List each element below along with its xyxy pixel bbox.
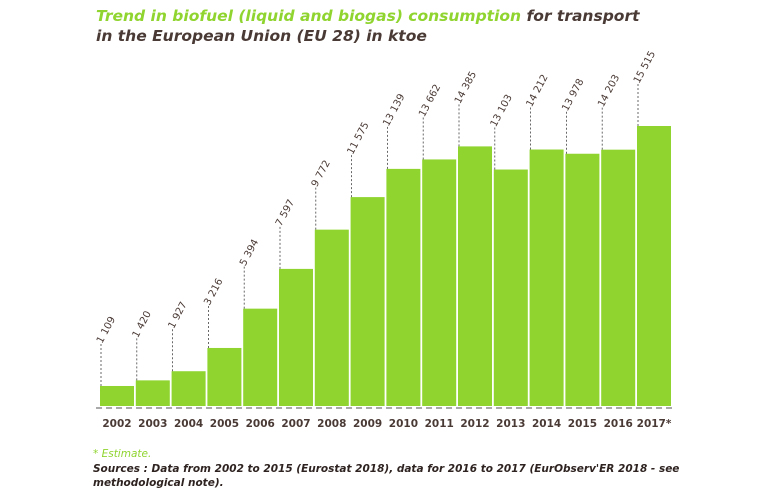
bar [100, 385, 134, 406]
value-label: 14 212 [525, 73, 551, 109]
value-label: 13 103 [489, 93, 515, 129]
bar [637, 126, 671, 406]
x-tick-label: 2002 [102, 418, 131, 430]
x-tick-label: 2012 [460, 418, 489, 430]
x-tick-label: 2011 [425, 418, 454, 430]
value-label: 14 203 [596, 73, 622, 109]
value-label: 1 109 [95, 315, 118, 345]
x-tick-label: 2009 [353, 418, 382, 430]
title-rest: for transport in the European Union (EU … [96, 7, 640, 45]
value-label: 9 772 [310, 159, 333, 189]
value-label: 13 662 [417, 83, 443, 119]
bar [422, 159, 457, 406]
bar [171, 371, 206, 406]
x-tick-label: 2017* [637, 418, 672, 430]
bar [565, 153, 600, 406]
value-label: 7 597 [274, 198, 297, 228]
x-tick-label: 2016 [604, 418, 633, 430]
x-tick-label: 2004 [174, 418, 203, 430]
value-label: 1 420 [131, 309, 154, 339]
x-tick-label: 2006 [246, 418, 275, 430]
value-label: 3 216 [202, 277, 225, 307]
bar [314, 229, 349, 406]
value-label: 13 978 [560, 77, 586, 113]
bar [135, 380, 170, 406]
x-tick-label: 2015 [568, 418, 597, 430]
value-label: 5 394 [238, 238, 261, 268]
title-highlight: Trend in biofuel (liquid and biogas) con… [96, 7, 522, 25]
bar [493, 169, 528, 406]
x-tick-label: 2014 [532, 418, 561, 430]
bar [350, 197, 385, 406]
x-tick-label: 2007 [281, 418, 310, 430]
bar [243, 308, 278, 406]
bar [279, 268, 313, 406]
x-tick-label: 2005 [210, 418, 239, 430]
bar [458, 146, 492, 406]
x-tick-label: 2013 [496, 418, 525, 430]
x-tick-label: 2010 [389, 418, 418, 430]
bar [529, 149, 564, 406]
value-label: 1 927 [167, 300, 190, 330]
value-label: 15 515 [632, 49, 658, 85]
x-tick-label: 2003 [138, 418, 167, 430]
bar-chart: 1 109 2002 1 420 2003 1 927 2004 3 216 2005 5 39… [95, 49, 675, 430]
value-label: 11 575 [346, 120, 372, 156]
value-label: 14 385 [453, 70, 479, 106]
bar [386, 168, 421, 406]
x-tick-label: 2008 [317, 418, 346, 430]
value-label: 13 139 [381, 92, 407, 128]
bar [601, 149, 636, 406]
footnote: * Estimate. [93, 448, 152, 460]
sources-note: Sources : Data from 2002 to 2015 (Eurost… [93, 463, 680, 489]
bar [207, 347, 242, 406]
chart-title: Trend in biofuel (liquid and biogas) con… [96, 6, 656, 46]
